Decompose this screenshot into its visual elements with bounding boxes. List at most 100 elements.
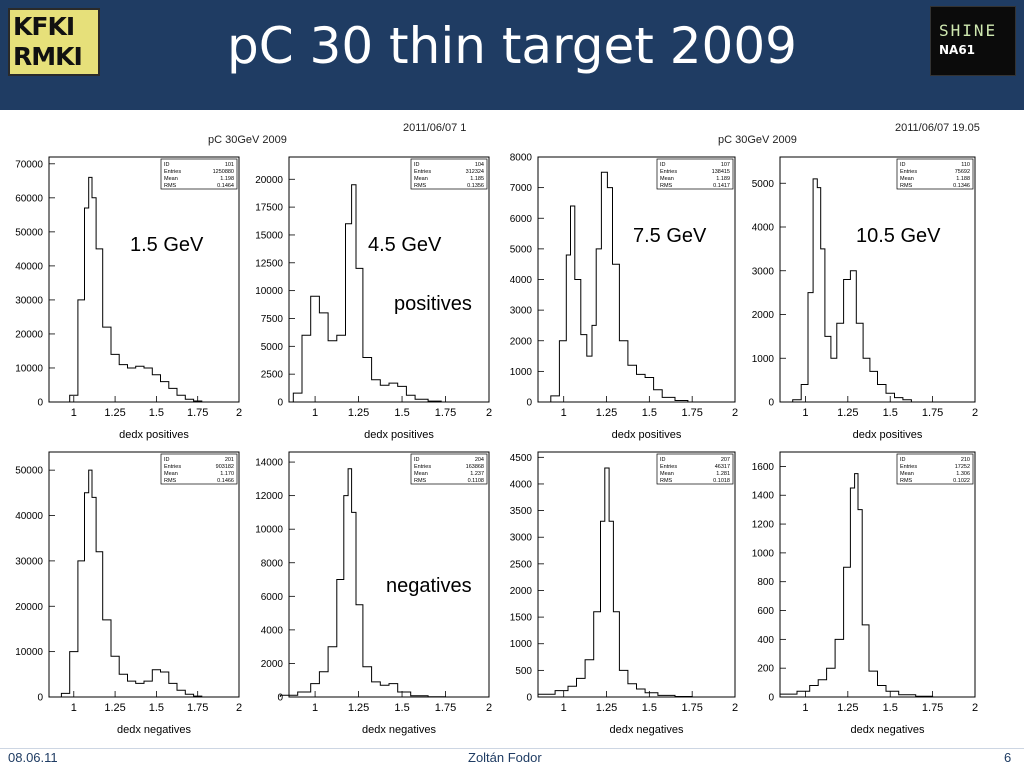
y-tick-label: 2500 — [510, 559, 533, 570]
y-tick-label: 4500 — [510, 453, 533, 464]
stats-value: 312324 — [466, 169, 484, 175]
stats-value: 0.1346 — [953, 183, 970, 189]
stats-key: ID — [164, 457, 170, 463]
stats-key: Mean — [164, 176, 178, 182]
stats-value: 1.188 — [956, 176, 970, 182]
stats-value: 0.1356 — [467, 183, 484, 189]
stats-key: Entries — [900, 464, 917, 470]
histogram-panel-8: 0 200 400 600 800 1000 1200 1400 1600 1 1.25 1.5 1.7… — [752, 451, 978, 736]
y-tick-label: 70000 — [15, 159, 43, 170]
x-tick-label: 1.25 — [837, 702, 858, 714]
y-tick-label: 1500 — [510, 613, 533, 624]
y-tick-label: 800 — [757, 577, 774, 588]
histogram-panel-2: 0 2500 5000 7500 10000 12500 15000 17500 20000 1 1… — [255, 156, 492, 441]
x-tick-label: 2 — [236, 702, 242, 714]
footer-date: 08.06.11 — [8, 750, 58, 765]
plot-frame — [779, 451, 976, 698]
y-tick-label: 50000 — [15, 227, 43, 238]
footer-page-number: 6 — [1004, 750, 1012, 765]
x-tick-label: 2 — [732, 407, 738, 419]
stats-key: Mean — [900, 176, 914, 182]
plot-frame — [537, 451, 736, 698]
stats-key: Entries — [660, 464, 677, 470]
x-tick-label: 1.75 — [922, 702, 943, 714]
stats-value: 1.237 — [470, 471, 484, 477]
x-tick-label: 1.75 — [681, 702, 702, 714]
x-tick-label: 1.5 — [642, 702, 657, 714]
stats-value: 0.1417 — [713, 183, 730, 189]
y-tick-label: 2500 — [261, 370, 284, 381]
y-tick-label: 6000 — [510, 214, 533, 225]
stats-key: RMS — [414, 183, 427, 189]
stats-key: Entries — [900, 169, 917, 175]
logo-left-line1: KFKI — [13, 12, 75, 41]
y-tick-label: 0 — [37, 693, 43, 704]
x-tick-label: 1.25 — [596, 702, 617, 714]
energy-label-4: 10.5 GeV — [856, 225, 941, 247]
x-tick-label: 2 — [236, 407, 242, 419]
stats-key: Entries — [414, 464, 431, 470]
histogram-series — [292, 184, 442, 402]
logo-right-line2: NA61 — [939, 43, 976, 57]
footer-author: Zoltán Fodor — [468, 750, 542, 765]
positives-label: positives — [394, 293, 472, 315]
x-tick-label: 2 — [732, 702, 738, 714]
y-tick-label: 4000 — [261, 625, 284, 636]
y-tick-label: 14000 — [255, 458, 283, 469]
y-tick-label: 1000 — [510, 639, 533, 650]
stats-box — [896, 158, 974, 190]
x-axis-label: dedx negatives — [362, 724, 436, 736]
stats-box — [896, 453, 974, 485]
x-tick-label: 1 — [71, 407, 77, 419]
y-tick-label: 20000 — [15, 329, 43, 340]
histogram-panel-7: 0 500 1000 1500 2000 2500 3000 3500 4000 4500 1 1.2… — [510, 451, 738, 736]
stats-key: Mean — [164, 471, 178, 477]
x-tick-label: 1 — [802, 702, 808, 714]
stats-value: 1.185 — [470, 176, 484, 182]
x-axis-label: dedx positives — [853, 429, 923, 441]
y-tick-label: 5000 — [752, 179, 775, 190]
x-tick-label: 1.5 — [394, 702, 409, 714]
x-tick-label: 2 — [486, 407, 492, 419]
logo-left-line2: RMKI — [13, 42, 83, 71]
stats-key: Mean — [414, 176, 428, 182]
x-tick-label: 1.25 — [104, 702, 125, 714]
stats-value: 210 — [961, 457, 970, 463]
histogram-series — [69, 176, 203, 402]
stats-key: RMS — [164, 478, 177, 484]
stats-box — [656, 453, 734, 485]
y-tick-label: 50000 — [15, 466, 43, 477]
y-tick-label: 500 — [515, 666, 532, 677]
x-tick-label: 1 — [802, 407, 808, 419]
energy-label-1: 1.5 GeV — [130, 234, 204, 256]
histogram-panel-3: 0 1000 2000 3000 4000 5000 6000 7000 8000 1 1.25 1.… — [510, 153, 738, 442]
stats-box — [410, 158, 488, 190]
stats-value: 1.198 — [220, 176, 234, 182]
canvas-title-left: pC 30GeV 2009 — [208, 134, 287, 146]
x-tick-label: 1.25 — [104, 407, 125, 419]
y-tick-label: 30000 — [15, 556, 43, 567]
stats-key: RMS — [900, 478, 913, 484]
stats-key: ID — [414, 162, 420, 168]
stats-key: Mean — [660, 176, 674, 182]
x-tick-label: 1.5 — [394, 407, 409, 419]
x-tick-label: 1 — [312, 702, 318, 714]
stats-value: 1.189 — [716, 176, 730, 182]
stats-value: 104 — [475, 162, 484, 168]
x-tick-label: 1.25 — [596, 407, 617, 419]
y-tick-label: 2000 — [261, 659, 284, 670]
x-tick-label: 2 — [972, 702, 978, 714]
plot-frame — [288, 451, 490, 698]
y-tick-label: 40000 — [15, 511, 43, 522]
stats-value: 107 — [721, 162, 730, 168]
stats-key: ID — [164, 162, 170, 168]
stats-value: 1.281 — [716, 471, 730, 477]
x-tick-label: 2 — [486, 702, 492, 714]
x-tick-label: 1.25 — [348, 407, 369, 419]
y-tick-label: 2000 — [752, 310, 775, 321]
stats-key: RMS — [164, 183, 177, 189]
stats-key: Entries — [164, 464, 181, 470]
plot-frame — [48, 156, 240, 403]
x-axis-label: dedx positives — [612, 429, 682, 441]
histogram-series — [279, 468, 446, 698]
